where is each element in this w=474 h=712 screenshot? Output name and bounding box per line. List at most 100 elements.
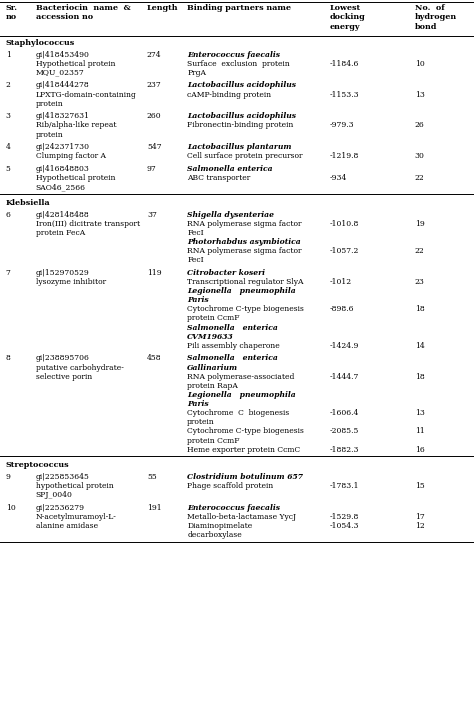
Text: 191: 191 bbox=[147, 504, 162, 512]
Text: RNA polymerase sigma factor: RNA polymerase sigma factor bbox=[187, 220, 302, 228]
Text: No.  of
hydrogen
bond: No. of hydrogen bond bbox=[415, 4, 457, 31]
Text: Lactobacillus acidophilus: Lactobacillus acidophilus bbox=[187, 112, 296, 120]
Text: MQU_02357: MQU_02357 bbox=[36, 69, 84, 77]
Text: -979.3: -979.3 bbox=[329, 122, 354, 130]
Text: Transcriptional regulator SlyA: Transcriptional regulator SlyA bbox=[187, 278, 304, 286]
Text: -1153.3: -1153.3 bbox=[329, 90, 359, 98]
Text: -1057.2: -1057.2 bbox=[329, 247, 359, 255]
Text: 2: 2 bbox=[6, 81, 10, 90]
Text: 237: 237 bbox=[147, 81, 162, 90]
Text: 4: 4 bbox=[6, 143, 10, 151]
Text: decarboxylase: decarboxylase bbox=[187, 531, 242, 539]
Text: 55: 55 bbox=[147, 473, 157, 481]
Text: 97: 97 bbox=[147, 165, 157, 173]
Text: 19: 19 bbox=[415, 220, 425, 228]
Text: 10: 10 bbox=[6, 504, 16, 512]
Text: 6: 6 bbox=[6, 211, 10, 219]
Text: gi|428148488: gi|428148488 bbox=[36, 211, 89, 219]
Text: FecI: FecI bbox=[187, 229, 204, 237]
Text: 458: 458 bbox=[147, 355, 162, 362]
Text: Hypothetical protein: Hypothetical protein bbox=[36, 60, 115, 68]
Text: -934: -934 bbox=[329, 174, 347, 182]
Text: Bacteriocin  name  &
accession no: Bacteriocin name & accession no bbox=[36, 4, 130, 21]
Text: PrgA: PrgA bbox=[187, 69, 206, 77]
Text: CVM19633: CVM19633 bbox=[187, 333, 234, 341]
Text: protein: protein bbox=[36, 130, 64, 139]
Text: gi|22536279: gi|22536279 bbox=[36, 504, 84, 512]
Text: Paris: Paris bbox=[187, 400, 209, 408]
Text: protein CcmF: protein CcmF bbox=[187, 315, 240, 323]
Text: Hypothetical protein: Hypothetical protein bbox=[36, 174, 115, 182]
Text: 3: 3 bbox=[6, 112, 11, 120]
Text: 13: 13 bbox=[415, 90, 425, 98]
Text: gi|242371730: gi|242371730 bbox=[36, 143, 90, 151]
Text: 14: 14 bbox=[415, 342, 425, 350]
Text: Staphylococcus: Staphylococcus bbox=[6, 38, 75, 47]
Text: alanine amidase: alanine amidase bbox=[36, 522, 98, 530]
Text: gi|152970529: gi|152970529 bbox=[36, 269, 89, 277]
Text: -1529.8: -1529.8 bbox=[329, 513, 359, 521]
Text: 1: 1 bbox=[6, 51, 10, 58]
Text: Lactobacillus acidophilus: Lactobacillus acidophilus bbox=[187, 81, 296, 90]
Text: Salmonella   enterica: Salmonella enterica bbox=[187, 323, 278, 332]
Text: 23: 23 bbox=[415, 278, 425, 286]
Text: gi|418453490: gi|418453490 bbox=[36, 51, 90, 58]
Text: 8: 8 bbox=[6, 355, 10, 362]
Text: Surface  exclusion  protein: Surface exclusion protein bbox=[187, 60, 290, 68]
Text: SPJ_0040: SPJ_0040 bbox=[36, 491, 73, 499]
Text: 26: 26 bbox=[415, 122, 425, 130]
Text: Citrobacter koseri: Citrobacter koseri bbox=[187, 269, 265, 277]
Text: gi|416848803: gi|416848803 bbox=[36, 165, 90, 173]
Text: -1184.6: -1184.6 bbox=[329, 60, 359, 68]
Text: 547: 547 bbox=[147, 143, 162, 151]
Text: lysozyme inhibitor: lysozyme inhibitor bbox=[36, 278, 106, 286]
Text: Salmonella   enterica: Salmonella enterica bbox=[187, 355, 278, 362]
Text: 7: 7 bbox=[6, 269, 10, 277]
Text: putative carbohydrate-: putative carbohydrate- bbox=[36, 364, 123, 372]
Text: Shigella dysenteriae: Shigella dysenteriae bbox=[187, 211, 274, 219]
Text: Clostridium botulinum 657: Clostridium botulinum 657 bbox=[187, 473, 303, 481]
Text: 274: 274 bbox=[147, 51, 162, 58]
Text: 13: 13 bbox=[415, 409, 425, 417]
Text: -1010.8: -1010.8 bbox=[329, 220, 359, 228]
Text: Cytochrome C-type biogenesis: Cytochrome C-type biogenesis bbox=[187, 427, 304, 436]
Text: 11: 11 bbox=[415, 427, 425, 436]
Text: Streptococcus: Streptococcus bbox=[6, 461, 69, 469]
Text: cAMP-binding protein: cAMP-binding protein bbox=[187, 90, 271, 98]
Text: FecI: FecI bbox=[187, 256, 204, 264]
Text: protein RapA: protein RapA bbox=[187, 382, 238, 390]
Text: 37: 37 bbox=[147, 211, 157, 219]
Text: Enterococcus faecalis: Enterococcus faecalis bbox=[187, 51, 280, 58]
Text: -1606.4: -1606.4 bbox=[329, 409, 359, 417]
Text: Heme exporter protein CcmC: Heme exporter protein CcmC bbox=[187, 446, 301, 454]
Text: Length: Length bbox=[147, 4, 178, 12]
Text: -1012: -1012 bbox=[329, 278, 352, 286]
Text: -2085.5: -2085.5 bbox=[329, 427, 359, 436]
Text: Clumping factor A: Clumping factor A bbox=[36, 152, 106, 160]
Text: -1444.7: -1444.7 bbox=[329, 372, 359, 381]
Text: 22: 22 bbox=[415, 247, 425, 255]
Text: Pili assembly chaperone: Pili assembly chaperone bbox=[187, 342, 280, 350]
Text: gi|418327631: gi|418327631 bbox=[36, 112, 90, 120]
Text: Sr.
no: Sr. no bbox=[6, 4, 18, 21]
Text: protein: protein bbox=[36, 100, 64, 108]
Text: Lactobacillus plantarum: Lactobacillus plantarum bbox=[187, 143, 292, 151]
Text: -1882.3: -1882.3 bbox=[329, 446, 359, 454]
Text: 18: 18 bbox=[415, 305, 425, 313]
Text: Gallinarium: Gallinarium bbox=[187, 364, 238, 372]
Text: -1054.3: -1054.3 bbox=[329, 522, 359, 530]
Text: Klebsiella: Klebsiella bbox=[6, 199, 50, 206]
Text: 119: 119 bbox=[147, 269, 162, 277]
Text: protein CcmF: protein CcmF bbox=[187, 436, 240, 444]
Text: 15: 15 bbox=[415, 482, 425, 490]
Text: Legionella   pneumophila: Legionella pneumophila bbox=[187, 391, 296, 399]
Text: LPXTG-domain-containing: LPXTG-domain-containing bbox=[36, 90, 137, 98]
Text: -1424.9: -1424.9 bbox=[329, 342, 359, 350]
Text: RNA polymerase-associated: RNA polymerase-associated bbox=[187, 372, 295, 381]
Text: SAO46_2566: SAO46_2566 bbox=[36, 183, 85, 192]
Text: Phage scaffold protein: Phage scaffold protein bbox=[187, 482, 273, 490]
Text: selective porin: selective porin bbox=[36, 372, 92, 381]
Text: Enterococcus faecalis: Enterococcus faecalis bbox=[187, 504, 280, 512]
Text: 16: 16 bbox=[415, 446, 425, 454]
Text: Cell surface protein precursor: Cell surface protein precursor bbox=[187, 152, 303, 160]
